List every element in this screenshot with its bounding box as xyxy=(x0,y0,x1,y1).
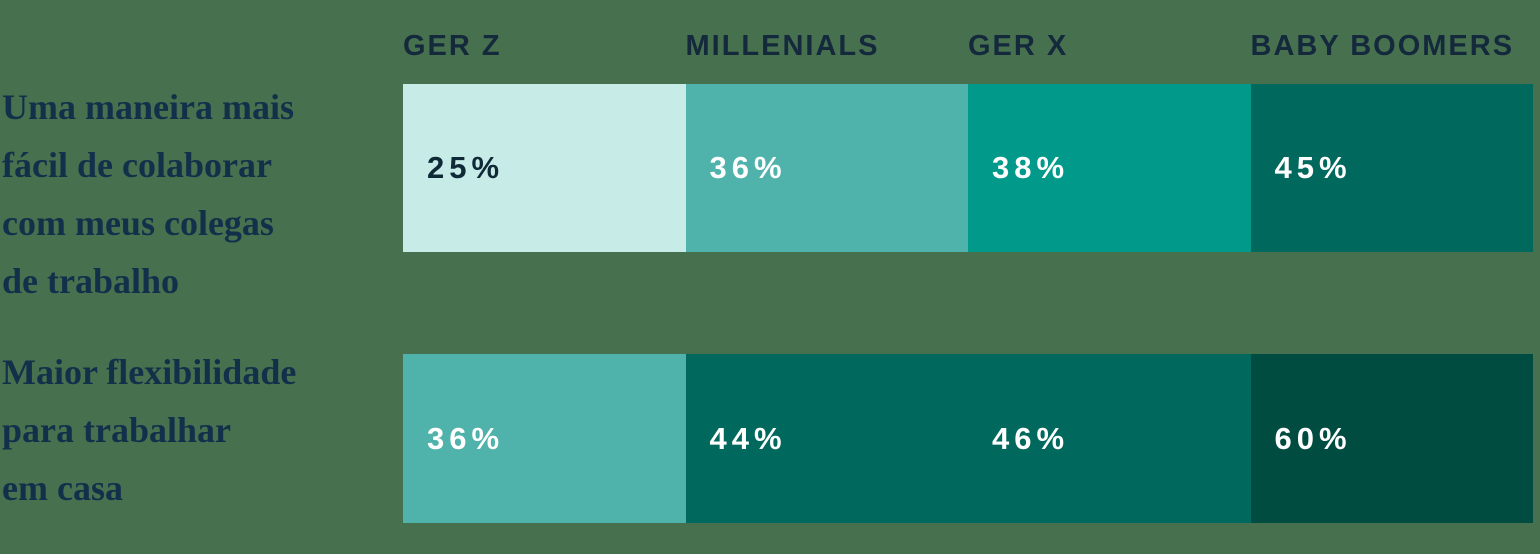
heatmap-cell-millenials-36: 36% xyxy=(685,84,968,252)
heatmap-cell-boomers-60: 60% xyxy=(1250,354,1533,523)
heatmap-row-flexibility: 36% 44% 46% 60% xyxy=(403,354,1533,523)
row-label-line: para trabalhar xyxy=(2,410,231,450)
heatmap-cell-millenials-44: 44% xyxy=(685,354,968,523)
row-label-line: com meus colegas xyxy=(2,203,274,243)
heatmap-cell-genz-36: 36% xyxy=(403,354,686,523)
heatmap-cell-genx-46: 46% xyxy=(968,354,1251,523)
row-label-collaboration: Uma maneira mais fácil de colaborar com … xyxy=(2,78,402,310)
row-label-line: fácil de colaborar xyxy=(2,145,272,185)
column-headers: GER Z MILLENIALS GER X BABY BOOMERS xyxy=(403,30,1533,62)
heatmap-cell-boomers-45: 45% xyxy=(1250,84,1533,252)
row-label-line: em casa xyxy=(2,468,123,508)
row-label-line: Maior flexibilidade xyxy=(2,352,297,392)
heatmap-cell-genz-25: 25% xyxy=(403,84,686,252)
column-header-ger-x: GER X xyxy=(968,30,1069,62)
row-label-line: de trabalho xyxy=(2,261,180,301)
heatmap-row-collaboration: 25% 36% 38% 45% xyxy=(403,84,1533,252)
column-header-millenials: MILLENIALS xyxy=(685,30,880,62)
row-label-flexibility: Maior flexibilidade para trabalhar em ca… xyxy=(2,343,402,517)
row-label-line: Uma maneira mais xyxy=(2,87,294,127)
column-header-baby-boomers: BABY BOOMERS xyxy=(1250,30,1515,62)
heatmap-cell-genx-38: 38% xyxy=(968,84,1251,252)
column-header-ger-z: GER Z xyxy=(403,30,502,62)
